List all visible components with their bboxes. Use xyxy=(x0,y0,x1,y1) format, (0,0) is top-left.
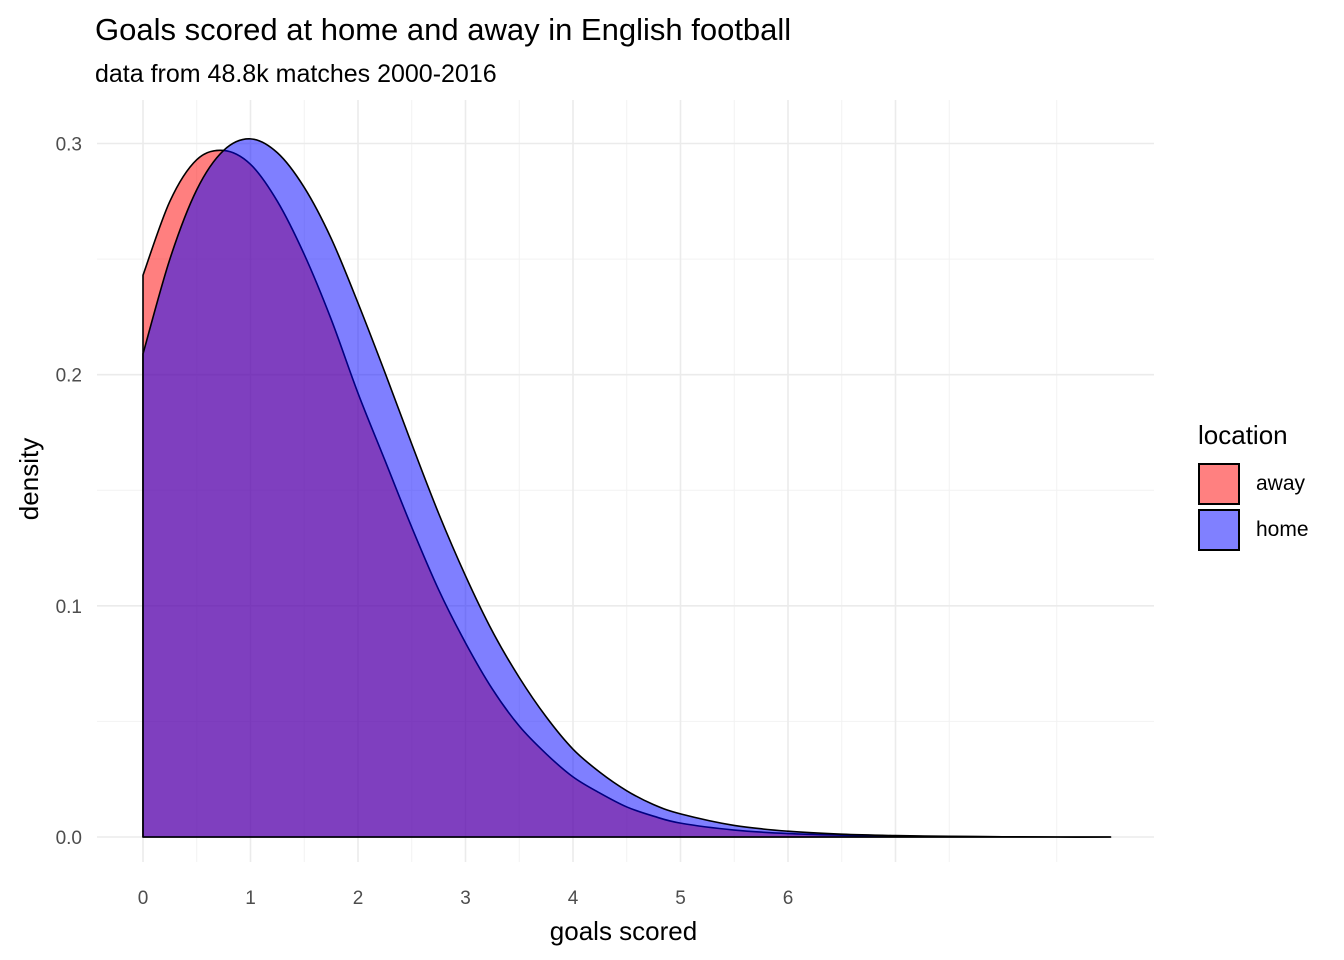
legend-item-home: home xyxy=(1198,507,1309,553)
legend-key-home xyxy=(1198,509,1240,551)
y-tick-label: 0.3 xyxy=(56,135,82,156)
legend-item-away: away xyxy=(1198,461,1309,507)
legend-label-home: home xyxy=(1256,518,1309,541)
y-tick-label: 0.2 xyxy=(56,366,82,387)
x-tick-label: 6 xyxy=(783,888,794,909)
x-tick-label: 5 xyxy=(675,888,686,909)
legend-label-away: away xyxy=(1256,472,1306,495)
x-tick-label: 0 xyxy=(138,888,149,909)
x-tick-label: 2 xyxy=(353,888,364,909)
x-tick-label: 3 xyxy=(460,888,471,909)
y-axis-title: density xyxy=(14,438,44,520)
y-tick-label: 0.0 xyxy=(56,828,82,849)
y-tick-label: 0.1 xyxy=(56,597,82,618)
legend: location away home xyxy=(1198,420,1309,553)
x-axis-title: goals scored xyxy=(550,916,697,946)
chart-subtitle: data from 48.8k matches 2000-2016 xyxy=(95,60,497,88)
density-area-home xyxy=(142,138,1112,838)
x-tick-label: 1 xyxy=(245,888,256,909)
legend-title: location xyxy=(1198,420,1288,450)
chart-title: Goals scored at home and away in English… xyxy=(95,12,792,47)
legend-key-away xyxy=(1198,463,1240,505)
x-tick-label: 4 xyxy=(568,888,579,909)
